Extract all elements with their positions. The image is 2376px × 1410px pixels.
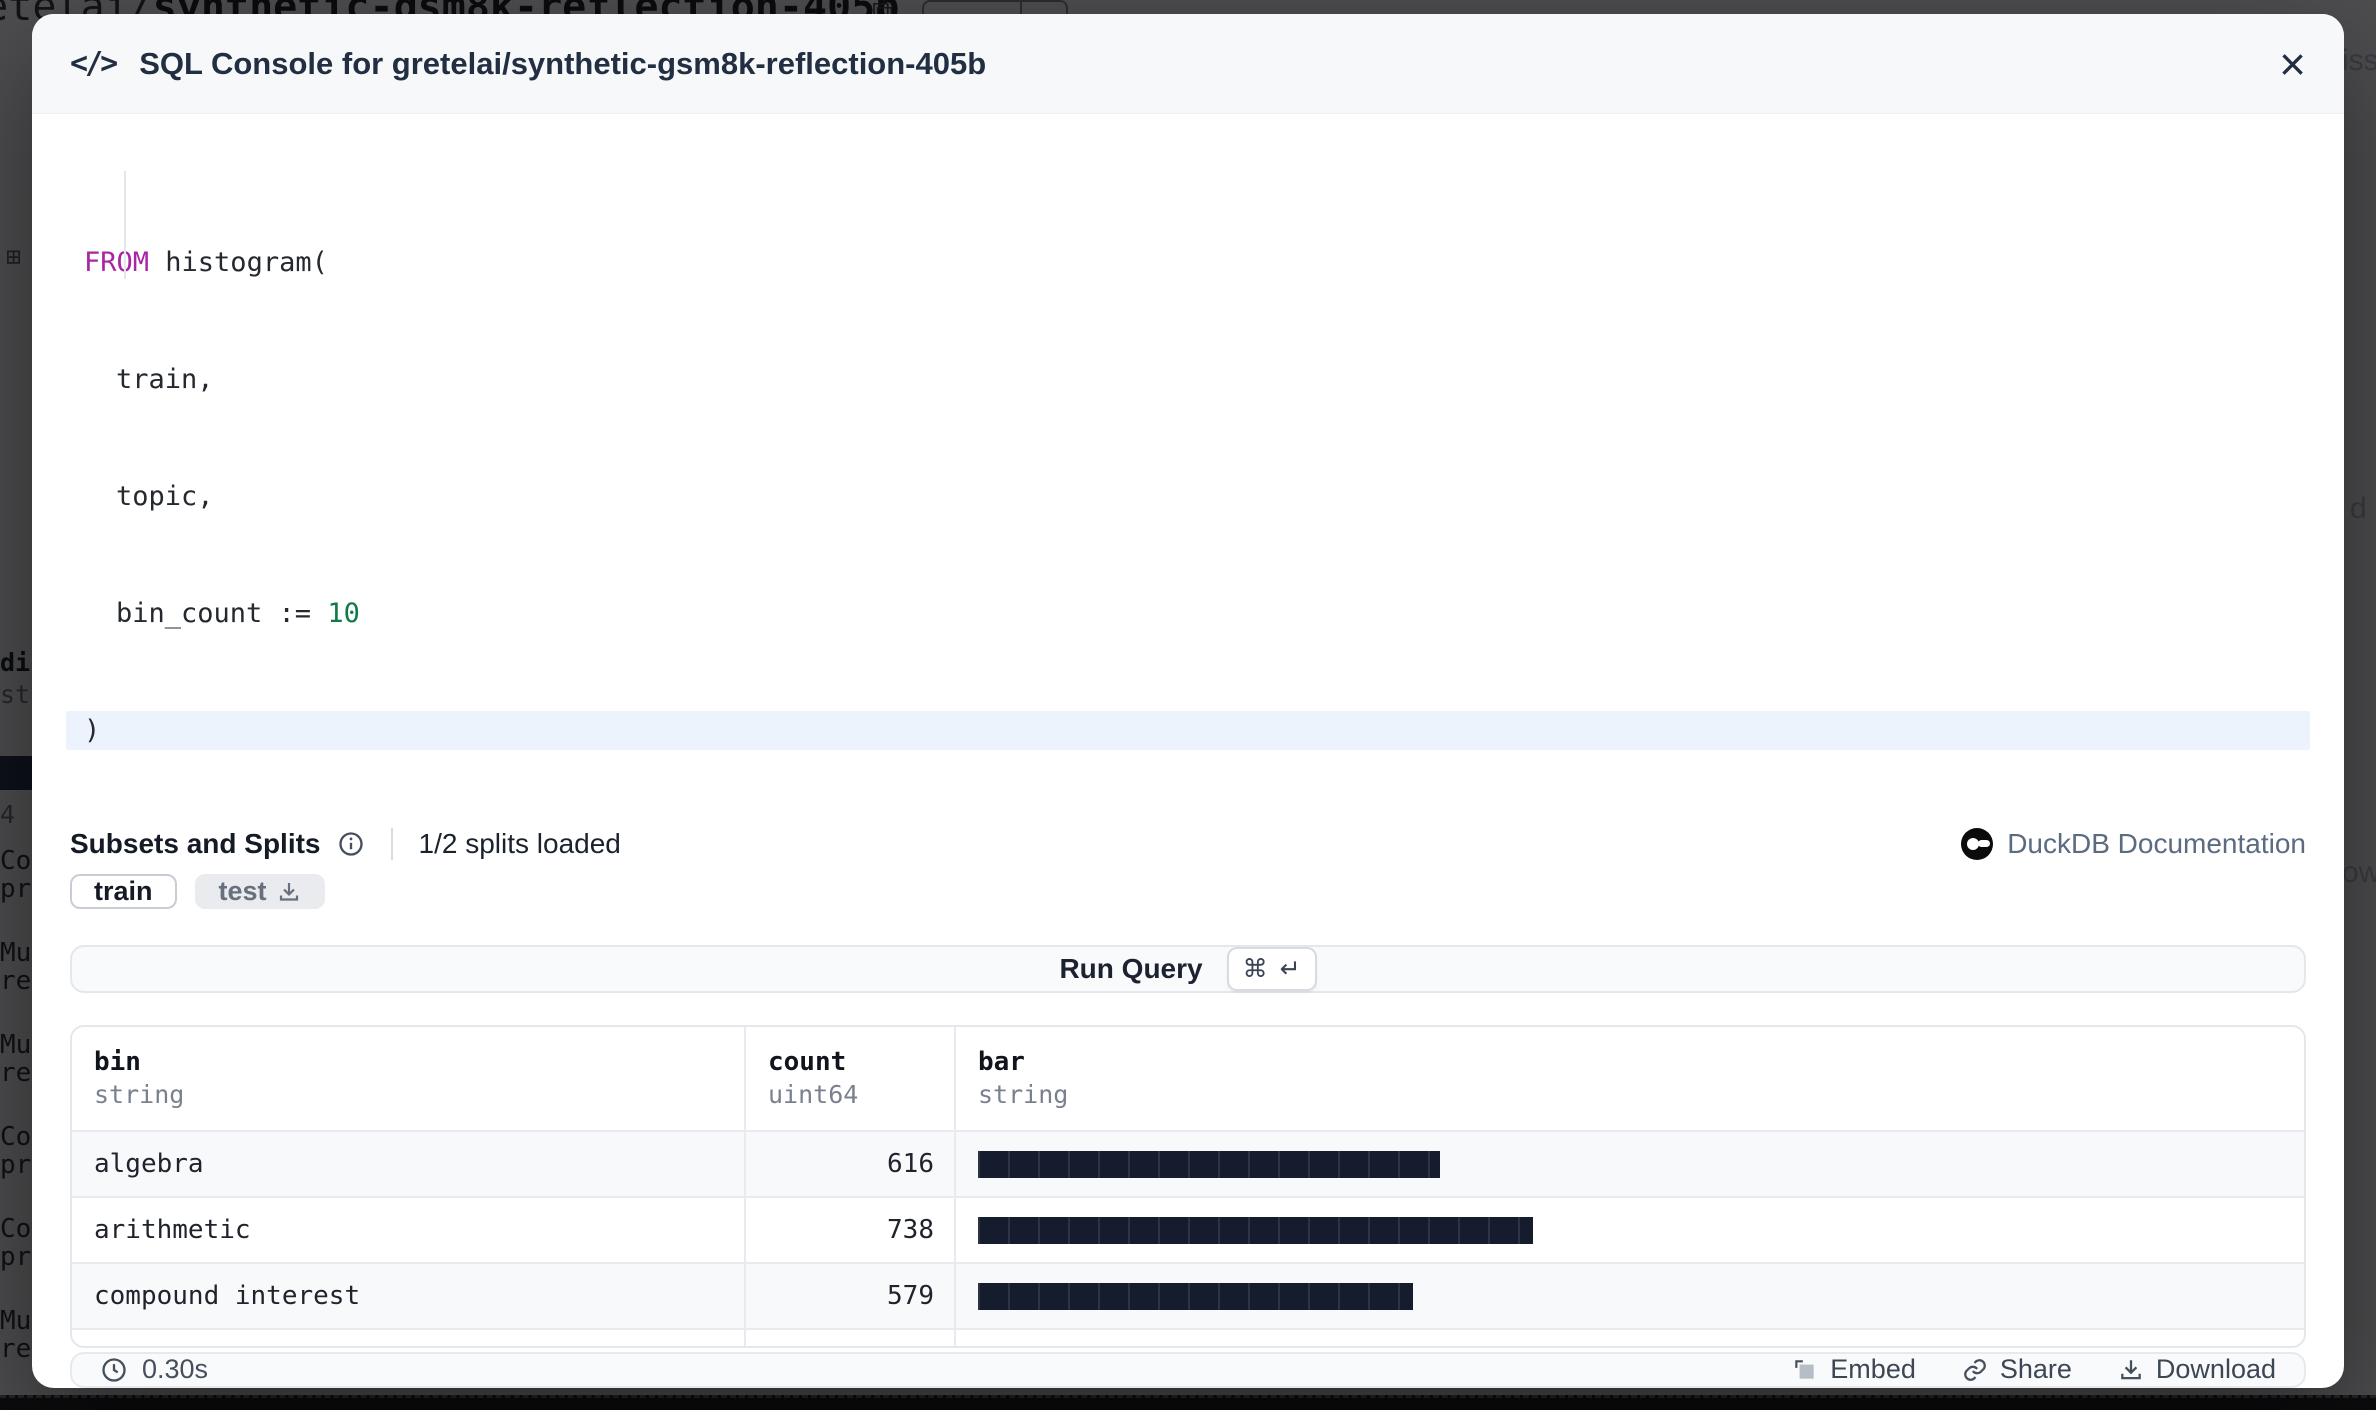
- bar-cell: [954, 1198, 2304, 1262]
- split-button-test[interactable]: test: [194, 874, 325, 909]
- bin-cell: data interpretation: [72, 1330, 744, 1346]
- bin-cell: compound interest: [94, 1281, 361, 1311]
- sql-editor[interactable]: FROM histogram( train, topic, bin_count …: [32, 114, 2344, 828]
- table-header: bin string count uint64 bar string: [72, 1027, 2304, 1130]
- split-train-label: train: [94, 876, 153, 906]
- download-icon: [2121, 1360, 2141, 1380]
- run-query-button[interactable]: Run Query ⌘ ↵: [70, 945, 2306, 993]
- code-line: FROM histogram(: [32, 243, 2344, 282]
- embed-icon: [1795, 1360, 1814, 1379]
- vertical-separator: [390, 828, 393, 860]
- close-icon[interactable]: ×: [2279, 37, 2306, 90]
- results-footer: 0.30s Embed Share Down: [70, 1351, 2306, 1388]
- sql-function: histogram(: [149, 247, 328, 278]
- code-line: bin_count := 10: [32, 594, 2344, 633]
- bar-cell: [954, 1264, 2304, 1328]
- download-button[interactable]: Download: [2118, 1354, 2276, 1385]
- code-icon: </>: [70, 46, 118, 81]
- bar-cell: [954, 1132, 2304, 1196]
- sql-console-modal: </> SQL Console for gretelai/synthetic-g…: [32, 14, 2344, 1388]
- splits-loaded-status: 1/2 splits loaded: [418, 828, 621, 859]
- table-row: data interpretation623: [72, 1328, 2304, 1346]
- splits-header-row: Subsets and Splits 1/2 splits loaded Duc…: [70, 828, 2306, 860]
- column-header-count: count uint64: [744, 1027, 954, 1130]
- column-header-bar: bar string: [954, 1027, 2304, 1130]
- duckdb-logo-icon: [1961, 828, 1994, 860]
- bin-cell: arithmetic: [94, 1215, 251, 1245]
- share-button[interactable]: Share: [1962, 1354, 2072, 1385]
- histogram-bar: [978, 1282, 1413, 1310]
- count-cell: 623: [744, 1330, 954, 1346]
- split-button-train[interactable]: train: [70, 874, 177, 909]
- query-duration-value: 0.30s: [142, 1354, 209, 1385]
- results-table[interactable]: bin string count uint64 bar string algeb…: [70, 1025, 2306, 1348]
- sql-keyword: FROM: [84, 247, 150, 278]
- count-cell: 616: [744, 1132, 954, 1196]
- cmd-key-icon: ⌘: [1242, 955, 1268, 983]
- code-line: train,: [116, 364, 214, 395]
- sql-number: 10: [327, 598, 360, 629]
- split-buttons: train test: [70, 874, 2306, 909]
- duckdb-docs-label: DuckDB Documentation: [2007, 828, 2306, 859]
- indent-guide: [124, 171, 126, 279]
- enter-key-icon: ↵: [1279, 955, 1301, 983]
- bin-cell: algebra: [94, 1149, 204, 1179]
- sql-named-arg: bin_count :=: [116, 598, 328, 629]
- table-row: arithmetic 738: [72, 1196, 2304, 1262]
- share-link-icon: [1963, 1359, 1986, 1381]
- modal-title: SQL Console for gretelai/synthetic-gsm8k…: [139, 45, 987, 81]
- download-icon: [279, 882, 298, 901]
- embed-button[interactable]: Embed: [1792, 1354, 1916, 1385]
- clock-icon: [102, 1358, 126, 1382]
- modal-header: </> SQL Console for gretelai/synthetic-g…: [32, 14, 2344, 114]
- histogram-bar: [978, 1216, 1533, 1244]
- duckdb-docs-link[interactable]: DuckDB Documentation: [1961, 828, 2306, 860]
- histogram-bar: [978, 1150, 1441, 1178]
- table-row: compound interest 579: [72, 1262, 2304, 1328]
- split-test-label: test: [218, 876, 267, 906]
- bar-cell: [954, 1330, 2304, 1346]
- footer-actions: Embed Share Download: [1792, 1354, 2276, 1385]
- count-cell: 579: [744, 1264, 954, 1328]
- table-row: algebra 616: [72, 1130, 2304, 1196]
- splits-heading: Subsets and Splits: [70, 828, 321, 859]
- code-line: topic,: [116, 481, 214, 512]
- run-query-label: Run Query: [1059, 953, 1203, 984]
- info-icon[interactable]: [337, 830, 365, 858]
- active-code-line: ): [66, 711, 2310, 750]
- query-duration: 0.30s: [100, 1354, 208, 1385]
- count-cell: 738: [744, 1198, 954, 1262]
- results-body: algebra 616 arithmetic 738 compound interest…: [72, 1130, 2304, 1346]
- keyboard-shortcut: ⌘ ↵: [1226, 947, 1317, 991]
- column-header-bin: bin string: [94, 1047, 185, 1109]
